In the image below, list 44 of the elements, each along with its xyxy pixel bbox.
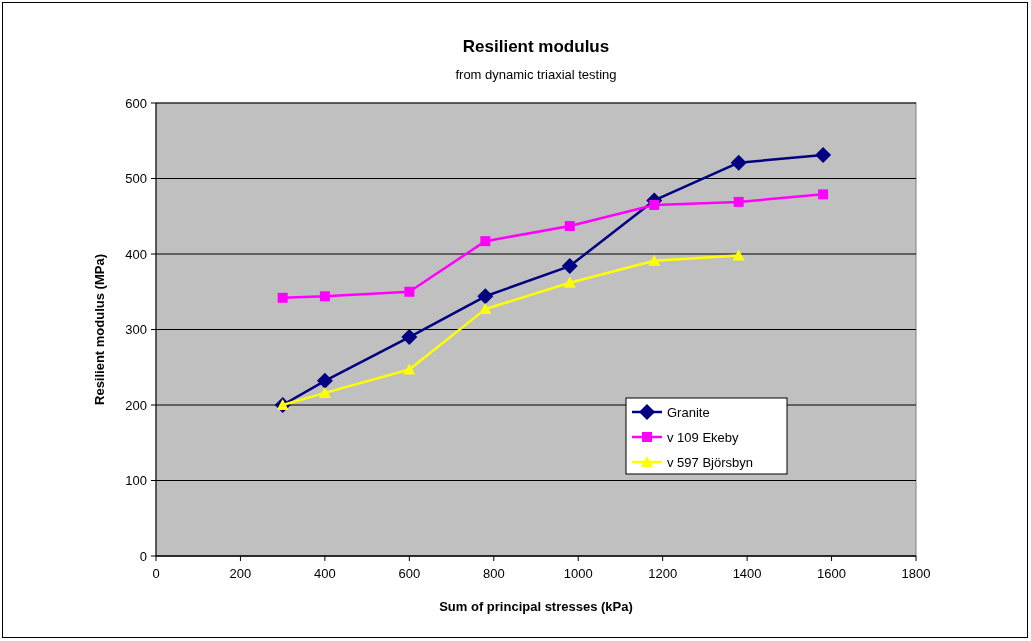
point [648,254,661,266]
y-tick-label: 500 [125,171,147,187]
point [649,199,660,210]
point [815,147,832,164]
y-tick-label: 0 [139,548,147,564]
point [733,196,744,207]
x-tick-label: 400 [314,566,336,581]
y-tick-label: 400 [125,246,147,262]
chart-title: Resilient modulus [462,37,610,56]
y-tick-label: 100 [125,473,147,489]
x-tick-label: 0 [152,566,160,581]
x-axis-title: Sum of principal stresses (kPa) [439,599,633,614]
chart-subtitle: from dynamic triaxial testing [455,67,617,82]
point [730,154,747,171]
point [479,303,492,315]
legend-label: v 597 Björsbyn [667,454,753,470]
y-tick-label: 200 [125,397,147,413]
legend-label: Granite [667,404,710,420]
x-tick-label: 600 [398,566,421,581]
x-tick-label: 200 [229,566,252,581]
point [818,189,829,200]
x-tick-label: 1000 [563,566,593,581]
y-axis-title: Resilient modulus (MPa) [92,254,107,405]
point [480,236,491,247]
point [732,249,745,261]
point [561,258,578,275]
x-tick-label: 1600 [817,566,847,581]
point [404,286,415,297]
point [319,291,330,302]
legend-label: v 109 Ekeby [667,429,740,445]
x-tick-label: 800 [482,566,505,581]
point [316,372,333,389]
point [564,221,575,232]
y-tick-label: 300 [125,322,147,338]
point [277,292,288,303]
x-tick-label: 1800 [901,566,931,581]
point [477,288,494,305]
point [403,363,416,375]
point [318,386,331,398]
y-tick-label: 600 [125,95,147,111]
x-tick-label: 1400 [732,566,762,581]
point [401,329,418,346]
point [563,276,576,288]
x-tick-label: 1200 [648,566,678,581]
